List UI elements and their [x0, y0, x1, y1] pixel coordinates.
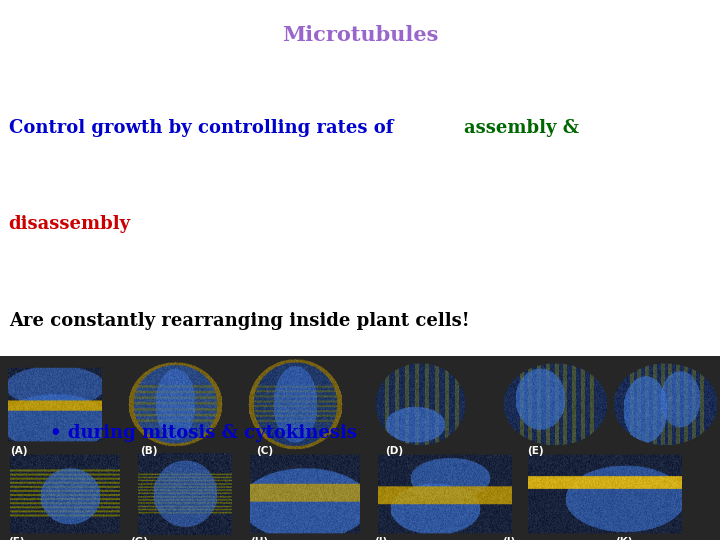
Text: (I): (I): [374, 537, 387, 540]
Text: • during mitosis & cytokinesis: • during mitosis & cytokinesis: [50, 424, 357, 442]
Text: (H): (H): [250, 537, 269, 540]
Text: Microtubules: Microtubules: [282, 25, 438, 45]
Text: (E): (E): [527, 446, 544, 456]
Text: (D): (D): [385, 446, 403, 456]
Text: (A): (A): [10, 446, 27, 456]
Text: (C): (C): [256, 446, 273, 456]
Text: (J): (J): [502, 537, 516, 540]
Text: (K): (K): [615, 537, 632, 540]
Text: (G): (G): [130, 537, 148, 540]
Text: assembly &: assembly &: [464, 118, 580, 137]
Text: (B): (B): [140, 446, 158, 456]
Text: Control growth by controlling rates of: Control growth by controlling rates of: [9, 118, 400, 137]
Text: disassembly: disassembly: [9, 215, 131, 233]
Text: (F): (F): [8, 537, 24, 540]
Text: Are constantly rearranging inside plant cells!: Are constantly rearranging inside plant …: [9, 313, 469, 330]
